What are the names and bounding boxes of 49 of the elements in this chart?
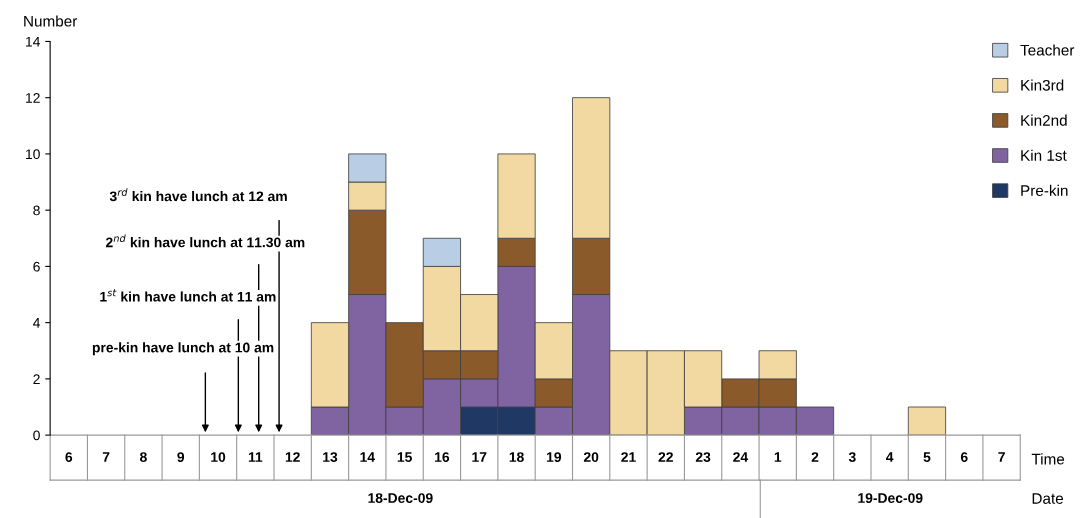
x-tick-label: 23 <box>695 452 711 463</box>
y-tick-label: 12 <box>26 93 40 103</box>
x-tick-label: 6 <box>65 452 73 462</box>
x-tick-label: 17 <box>472 452 487 462</box>
x-tick-label: 24 <box>733 452 749 462</box>
annotation: 2$^{nd}$ kin have lunch at 11.30 am <box>105 234 305 248</box>
annotation: 1$^{st}$ kin have lunch at 11 am <box>100 289 276 302</box>
legend-label: Teacher <box>1020 44 1075 56</box>
text: 19-Dec-09 <box>858 493 923 503</box>
x-tick-label: 19 <box>547 452 562 462</box>
x-tick-label: 21 <box>621 452 636 462</box>
x-tick-label: 8 <box>140 452 147 462</box>
x-tick-label: 4 <box>886 452 894 462</box>
x-tick-label: 14 <box>360 452 375 462</box>
x-tick-label: 7 <box>998 452 1005 462</box>
x-tick-label: 5 <box>923 452 931 462</box>
x-tick-label: 22 <box>658 452 673 462</box>
legend-label: Kin 1st <box>1021 149 1067 161</box>
bar <box>907 406 947 436</box>
x-tick-label: 6 <box>960 452 968 462</box>
x-tick-label: 13 <box>323 452 338 463</box>
text: Date <box>1032 493 1064 504</box>
x-tick-label: 20 <box>583 452 599 462</box>
y-tick-label: 6 <box>33 261 40 272</box>
x-tick-label: 2 <box>811 452 819 462</box>
x-tick-label: 10 <box>211 452 226 462</box>
y-tick-label: 2 <box>33 374 40 384</box>
x-tick-label: 9 <box>177 452 185 462</box>
legend-label: Pre-kin <box>1021 184 1068 196</box>
y-tick-label: 10 <box>26 149 40 160</box>
x-axis-title: Time <box>1031 453 1065 465</box>
legend-label: Kin3rd <box>1021 79 1064 91</box>
y-tick-label: 4 <box>33 318 41 328</box>
y-tick-label: 14 <box>26 36 41 47</box>
annotation: 3$^{rd}$ kin have lunch at 12 am <box>109 188 287 202</box>
annotation: pre-kin have lunch at 10 am <box>92 342 274 356</box>
x-tick-label: 15 <box>397 452 412 462</box>
x-tick-label: 11 <box>248 452 263 462</box>
y-axis-title: Number <box>24 15 78 27</box>
legend-label: Kin2nd <box>1021 114 1067 126</box>
x-tick-label: 3 <box>848 452 856 463</box>
y-tick-label: 8 <box>33 205 40 216</box>
y-tick-label: 0 <box>33 430 40 441</box>
x-tick-label: 16 <box>435 452 450 462</box>
x-tick-label: 12 <box>285 452 300 462</box>
x-tick-label: 18 <box>509 452 524 462</box>
x-tick-label: 7 <box>102 452 110 462</box>
x-tick-label: 1 <box>774 452 782 462</box>
text: 18-Dec-09 <box>368 493 433 503</box>
